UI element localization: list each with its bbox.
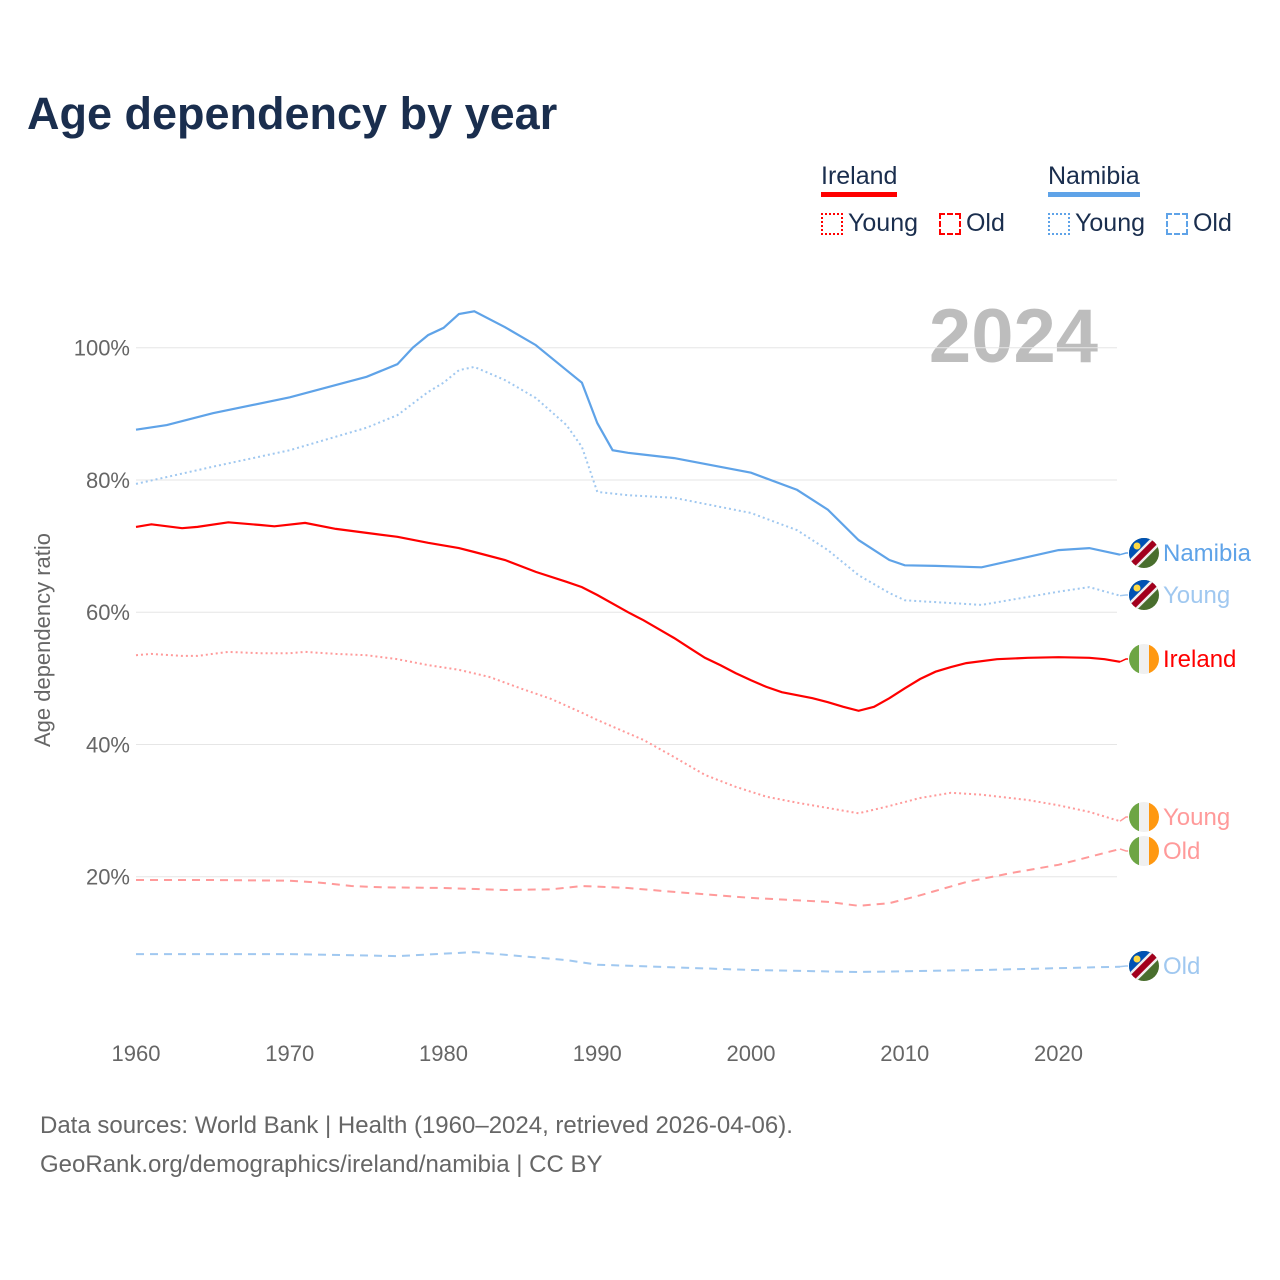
end-label-connector [1119, 848, 1128, 852]
data-source-text: Data sources: World Bank | Health (1960–… [40, 1112, 793, 1139]
series-line-namibia-young[interactable] [135, 365, 1121, 606]
legend-item-label: Old [965, 209, 1005, 237]
legend-item-namibia-young[interactable]: Young [1048, 209, 1145, 238]
ireland-flag-icon [1129, 802, 1159, 832]
legend-country-label: Namibia [1048, 162, 1140, 190]
legend-item-ireland-old[interactable]: Old [938, 209, 1005, 238]
y-tick-label: 20% [86, 865, 130, 890]
legend-group-namibia: Namibia Young Old [1048, 162, 1246, 242]
x-tick-label: 2010 [880, 1041, 929, 1066]
y-tick-label: 80% [86, 468, 130, 493]
chart-title: Age dependency by year [27, 88, 558, 139]
legend-country-label: Ireland [821, 162, 898, 190]
end-label-connector [1119, 965, 1128, 968]
year-watermark: 2024 [929, 294, 1098, 379]
end-label-namibia-old: Old [1163, 953, 1200, 980]
series-line-namibia-old[interactable] [136, 951, 1121, 974]
x-tick-label: 1960 [112, 1041, 161, 1066]
end-label-namibia-young: Young [1163, 582, 1230, 609]
end-label-ireland-old: Old [1163, 838, 1200, 865]
legend-item-namibia-old[interactable]: Old [1165, 209, 1232, 238]
legend-country-namibia[interactable]: Namibia [1048, 162, 1140, 199]
legend-group-ireland: Ireland Young Old [821, 162, 1019, 242]
dashed-swatch-icon [1165, 212, 1188, 235]
footer: Data sources: World Bank | Health (1960–… [40, 1106, 793, 1184]
x-tick-label: 1990 [573, 1041, 622, 1066]
legend-color-bar [821, 192, 898, 197]
legend-country-ireland[interactable]: Ireland [821, 162, 898, 199]
namibia-flag-icon [1129, 951, 1159, 981]
end-label-connector [1119, 816, 1128, 822]
y-tick-label: 60% [86, 600, 130, 625]
end-label-connector [1119, 658, 1128, 663]
ireland-flag-icon [1129, 836, 1159, 866]
legend-item-label: Old [1192, 209, 1232, 237]
series-line-namibia[interactable] [135, 310, 1121, 569]
end-label-ireland: Ireland [1163, 646, 1236, 673]
x-tick-label: 2020 [1034, 1041, 1083, 1066]
dotted-swatch-icon [821, 212, 843, 235]
end-label-ireland-young: Young [1163, 804, 1230, 831]
end-label-namibia: Namibia [1163, 540, 1252, 567]
end-label-connector [1119, 594, 1128, 597]
y-tick-label: 100% [74, 336, 130, 361]
ireland-flag-icon [1129, 644, 1159, 674]
series-line-ireland-old[interactable] [136, 848, 1121, 907]
x-tick-label: 1970 [265, 1041, 314, 1066]
dotted-swatch-icon [1048, 212, 1070, 235]
y-axis-label: Age dependency ratio [30, 533, 55, 747]
dashed-swatch-icon [938, 212, 961, 235]
x-tick-label: 1980 [419, 1041, 468, 1066]
series-line-ireland-young[interactable] [135, 650, 1121, 823]
namibia-flag-icon [1129, 538, 1159, 568]
legend-color-bar [1048, 192, 1140, 197]
y-tick-label: 40% [86, 732, 130, 757]
end-label-connector [1119, 552, 1128, 556]
attribution-link[interactable]: GeoRank.org/demographics/ireland/namibia… [40, 1151, 603, 1178]
legend-item-ireland-young[interactable]: Young [821, 209, 918, 238]
x-tick-label: 2000 [727, 1041, 776, 1066]
legend-item-label: Young [1075, 209, 1145, 237]
line-chart: 2024 20% 40% 60% 80% 100% 1960 1970 1980 1990 200… [30, 294, 1252, 1066]
legend-item-label: Young [848, 209, 918, 237]
namibia-flag-icon [1129, 580, 1159, 610]
series-line-ireland[interactable] [135, 521, 1121, 712]
